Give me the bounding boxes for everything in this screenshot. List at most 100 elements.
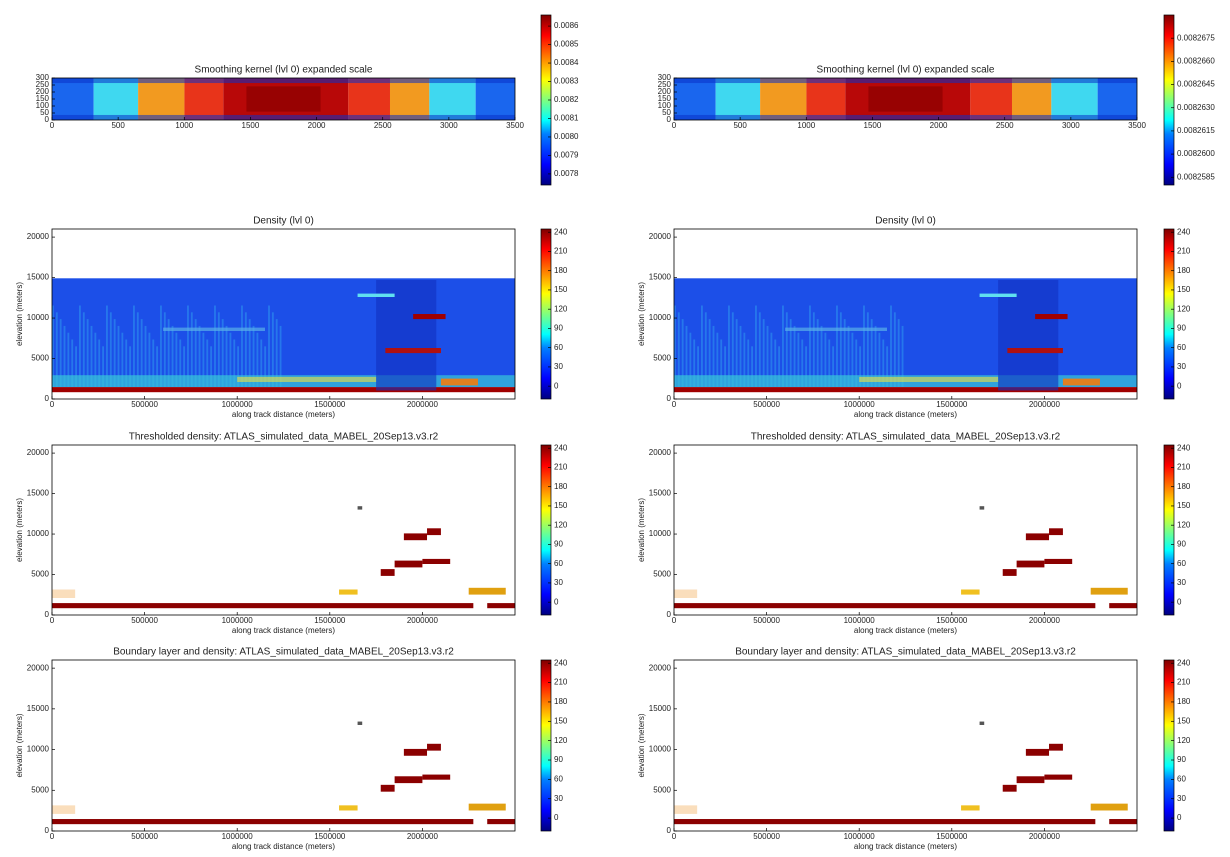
y-tick-label: 5000 [653, 354, 671, 363]
colorbar-tick-label: 0.0082615 [1177, 126, 1215, 135]
x-tick-label: 0 [672, 400, 677, 409]
heatmap-cell [1097, 78, 1137, 120]
plot-frame [51, 659, 516, 832]
panel: Thresholded density: ATLAS_simulated_dat… [637, 432, 1191, 635]
x-tick-label: 500 [733, 121, 747, 130]
y-tick-label: 15000 [649, 704, 672, 713]
heatmap-cell [233, 339, 236, 388]
x-tick-label: 2500 [374, 121, 392, 130]
y-tick-label: 15000 [649, 273, 672, 282]
heatmap-cell [376, 280, 437, 391]
colorbar-tick-label: 0.0086 [554, 21, 579, 30]
colorbar-tick-label: 0 [1177, 597, 1182, 606]
heatmap-cell [743, 332, 746, 388]
x-tick-label: 1500000 [314, 616, 346, 625]
x-tick-label: 1500000 [314, 400, 346, 409]
x-tick-label: 500000 [131, 616, 158, 625]
panel: Boundary layer and density: ATLAS_simula… [15, 647, 568, 851]
plot-frame [51, 444, 516, 616]
heatmap-cell [136, 312, 139, 388]
y-axis-label: elevation (meters) [637, 713, 646, 777]
colorbar-tick-label: 0.0082675 [1177, 33, 1215, 42]
heatmap-cell [175, 332, 178, 388]
colorbar-tick-label: 0.0082 [554, 95, 579, 104]
heatmap-cell [693, 339, 696, 388]
colorbar-tick-label: 60 [554, 774, 563, 783]
colorbar-tick-label: 180 [1177, 697, 1191, 706]
heatmap-cell [824, 332, 827, 388]
colorbar-tick-label: 0.0082600 [1177, 149, 1215, 158]
y-tick-label: 15000 [649, 489, 672, 498]
plot-frame [673, 228, 1138, 400]
heatmap-cell [237, 346, 240, 388]
x-axis-label: along track distance (meters) [232, 410, 335, 419]
heatmap-cell [427, 743, 441, 751]
colorbar-tick-label: 150 [554, 716, 568, 725]
heatmap-cell [674, 603, 1096, 609]
heatmap-cell [674, 78, 716, 120]
heatmap-cell [1049, 743, 1063, 751]
y-tick-label: 0 [45, 115, 50, 124]
x-axis-label: along track distance (meters) [854, 842, 957, 851]
y-tick-label: 0 [45, 826, 50, 835]
colorbar-tick-label: 150 [554, 285, 568, 294]
heatmap-cell [782, 305, 784, 388]
colorbar-tick-label: 30 [554, 794, 563, 803]
heatmap-cell [55, 312, 58, 388]
colorbar-tick-label: 0 [1177, 813, 1182, 822]
heatmap-cell [758, 312, 761, 388]
heatmap-cell [52, 819, 474, 825]
heatmap-cell [117, 325, 120, 388]
heatmap-cell [429, 78, 476, 120]
y-axis-label: elevation (meters) [15, 282, 24, 346]
heatmap-cell [67, 332, 70, 388]
heatmap-cell [1090, 587, 1128, 595]
y-tick-label: 10000 [649, 313, 672, 322]
colorbar [1163, 228, 1175, 400]
heatmap-cell [102, 346, 105, 388]
heatmap-cell [109, 312, 112, 388]
heatmap-cell [1016, 560, 1045, 568]
chart-title: Thresholded density: ATLAS_simulated_dat… [751, 432, 1061, 443]
heatmap-cell [357, 506, 363, 510]
x-tick-label: 0 [672, 832, 677, 841]
x-tick-label: 1000000 [222, 400, 254, 409]
heatmap-cell [715, 78, 761, 120]
heatmap-cell [160, 305, 162, 388]
heatmap-cell [674, 114, 1137, 120]
x-tick-label: 1000000 [844, 616, 876, 625]
colorbar [540, 659, 552, 832]
colorbar-tick-label: 240 [554, 443, 568, 452]
heatmap-cell [52, 589, 76, 598]
colorbar-tick-label: 150 [554, 501, 568, 510]
heatmap-cell [689, 332, 692, 388]
y-tick-label: 10000 [27, 529, 50, 538]
y-tick-label: 0 [667, 610, 672, 619]
colorbar-tick-label: 240 [1177, 227, 1191, 236]
panel: Thresholded density: ATLAS_simulated_dat… [15, 432, 568, 635]
x-tick-label: 1500000 [936, 616, 968, 625]
y-tick-label: 20000 [649, 663, 672, 672]
heatmap-cell [389, 78, 430, 120]
colorbar-tick-label: 180 [1177, 266, 1191, 275]
chart-title: Boundary layer and density: ATLAS_simula… [735, 647, 1076, 658]
heatmap-cell [271, 312, 274, 388]
heatmap-cell [708, 319, 711, 388]
heatmap-cell [90, 325, 93, 388]
colorbar-tick-label: 60 [554, 343, 563, 352]
heatmap-cell [961, 805, 980, 811]
heatmap-cell [832, 346, 835, 388]
heatmap-cell [785, 327, 887, 331]
heatmap-cell [1062, 378, 1100, 386]
colorbar [540, 444, 552, 616]
heatmap-cell [806, 78, 846, 120]
chart-title: Smoothing kernel (lvl 0) expanded scale [195, 65, 373, 76]
heatmap-cell [357, 293, 395, 297]
x-tick-label: 2000000 [1029, 832, 1061, 841]
heatmap-cell [863, 305, 865, 388]
colorbar-tick-label: 0.0082660 [1177, 56, 1215, 65]
heatmap-cell [202, 332, 205, 388]
colorbar-tick-label: 30 [554, 362, 563, 371]
panel: Density (lvl 0)0 500000 1000000 1500000 2000… [637, 216, 1191, 419]
heatmap-cell [724, 346, 727, 388]
